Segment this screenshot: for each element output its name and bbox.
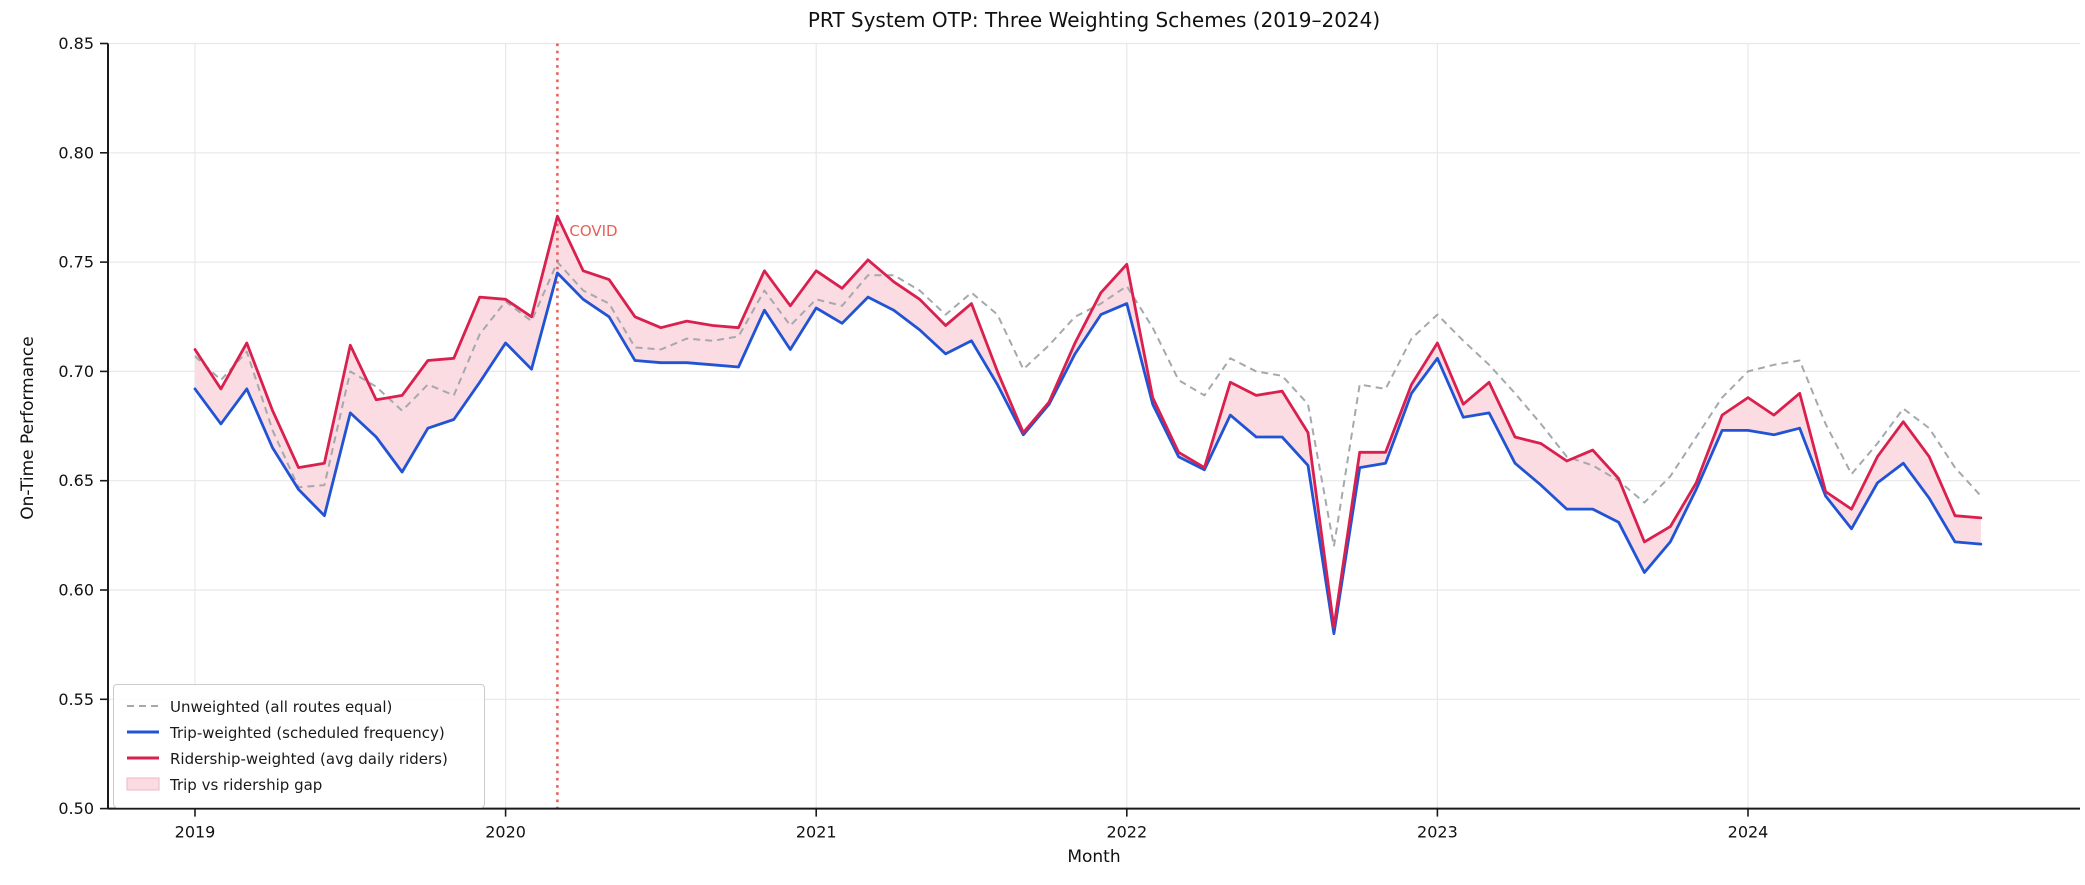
x-tick-label: 2023	[1417, 823, 1458, 842]
trip-weighted-line-sample	[127, 730, 159, 733]
x-tick-label: 2020	[485, 823, 526, 842]
series-line-trip-weighted	[193, 271, 1983, 636]
x-tick-label: 2024	[1728, 823, 1769, 842]
legend-item-trip-weighted-swatch-icon	[126, 724, 160, 743]
y-tick-label: 0.50	[58, 799, 94, 818]
legend-item-gap-swatch-icon	[126, 776, 160, 795]
y-tick-label: 0.65	[58, 471, 94, 490]
y-tick-label: 0.75	[58, 253, 94, 272]
y-tick-label: 0.55	[58, 690, 94, 709]
legend-item-trip-weighted: Trip-weighted (scheduled frequency)	[126, 720, 472, 746]
covid-annotation-label: COVID	[569, 222, 618, 240]
legend-item-unweighted-label: Unweighted (all routes equal)	[170, 698, 393, 716]
legend-item-trip-weighted-label: Trip-weighted (scheduled frequency)	[170, 724, 445, 742]
legend-item-ridership-weighted: Ridership-weighted (avg daily riders)	[126, 746, 472, 772]
y-tick-label: 0.80	[58, 143, 94, 162]
legend-item-gap-label: Trip vs ridership gap	[170, 776, 323, 794]
legend-item-ridership-weighted-label: Ridership-weighted (avg daily riders)	[170, 750, 448, 768]
y-tick-label: 0.85	[58, 34, 94, 53]
gap-fill-area	[195, 216, 1981, 634]
series-line-ridership-weighted	[193, 214, 1983, 629]
legend-item-unweighted: Unweighted (all routes equal)	[126, 694, 472, 720]
x-axis-label: Month	[1067, 847, 1121, 867]
unweighted-line-sample	[127, 704, 159, 707]
ridership-weighted-line-sample	[127, 756, 159, 759]
legend-item-unweighted-swatch-icon	[126, 698, 160, 717]
gap-fill-sample	[126, 777, 160, 790]
y-tick-label: 0.70	[58, 362, 94, 381]
legend-item-ridership-weighted-swatch-icon	[126, 750, 160, 769]
y-axis-label: On-Time Performance	[18, 336, 38, 520]
x-tick-label: 2019	[175, 823, 216, 842]
y-tick-label: 0.60	[58, 581, 94, 600]
x-tick-label: 2022	[1106, 823, 1147, 842]
legend: Unweighted (all routes equal) Trip-weight…	[113, 684, 485, 808]
legend-item-gap: Trip vs ridership gap	[126, 772, 472, 798]
x-tick-label: 2021	[796, 823, 837, 842]
series-line-unweighted	[194, 261, 1982, 548]
chart-title: PRT System OTP: Three Weighting Schemes …	[807, 8, 1381, 32]
